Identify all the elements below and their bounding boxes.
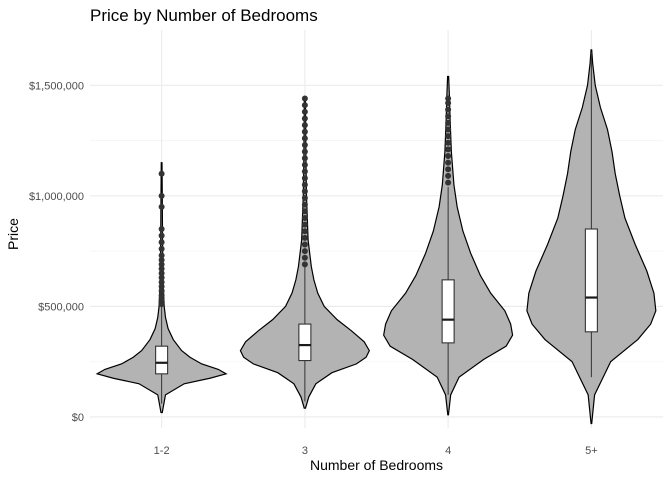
outlier-point [301, 108, 308, 115]
y-tick-label: $1,000,000 [29, 191, 84, 203]
outlier-point [301, 181, 308, 188]
box-4 [441, 279, 455, 344]
outlier-point [445, 139, 452, 146]
outlier-point [301, 208, 308, 215]
outlier-point [445, 106, 452, 113]
outlier-point [445, 179, 452, 186]
y-tick-label: $0 [72, 412, 84, 424]
outlier-point [445, 126, 452, 133]
outlier-point [301, 135, 308, 142]
outlier-point [158, 252, 165, 259]
outlier-point [445, 153, 452, 160]
outlier-point [301, 234, 308, 241]
x-tick-label: 4 [445, 445, 451, 457]
x-axis-title: Number of Bedrooms [310, 457, 443, 473]
outlier-point [158, 301, 165, 308]
outlier-point [301, 195, 308, 202]
outlier-point [445, 159, 452, 166]
y-tick-labels: $0 $500,000 $1,000,000 $1,500,000 [29, 80, 84, 424]
outlier-point [301, 102, 308, 109]
outlier-point [301, 115, 308, 122]
x-tick-label: 5+ [585, 445, 598, 457]
outlier-point [158, 296, 165, 303]
outlier-point [445, 113, 452, 120]
chart-title: Price by Number of Bedrooms [90, 6, 318, 25]
outlier-point [301, 188, 308, 195]
outlier-point [301, 161, 308, 168]
outlier-point [445, 133, 452, 140]
outlier-point [445, 146, 452, 153]
outlier-point [301, 95, 308, 102]
x-tick-labels: 1-2 3 4 5+ [154, 445, 598, 457]
outlier-point [158, 279, 165, 286]
outlier-point [445, 95, 452, 102]
outlier-point [301, 155, 308, 162]
outlier-point [158, 265, 165, 272]
y-tick-label: $1,500,000 [29, 80, 84, 92]
outlier-point [301, 128, 308, 135]
outlier-point [158, 203, 165, 210]
violins-layer [95, 49, 657, 425]
outlier-point [158, 245, 165, 252]
x-tick-label: 3 [302, 445, 308, 457]
outlier-point [445, 172, 452, 179]
outlier-point [445, 166, 452, 173]
outlier-point [301, 228, 308, 235]
outlier-point [301, 254, 308, 261]
outlier-point [301, 122, 308, 129]
box-1-2 [155, 345, 169, 375]
outlier-point [445, 119, 452, 126]
outlier-point [158, 292, 165, 299]
outlier-point [301, 175, 308, 182]
outlier-point [158, 232, 165, 239]
outlier-point [445, 99, 452, 106]
outlier-point [301, 241, 308, 248]
outlier-point [301, 214, 308, 221]
y-tick-label: $500,000 [38, 301, 84, 313]
outlier-point [158, 274, 165, 281]
outlier-point [158, 170, 165, 177]
outlier-point [301, 201, 308, 208]
outlier-point [158, 256, 165, 263]
outlier-point [301, 248, 308, 255]
box-3 [298, 323, 312, 362]
outlier-point [158, 287, 165, 294]
outlier-point [301, 221, 308, 228]
outlier-point [301, 141, 308, 148]
y-axis-title: Price [5, 218, 21, 250]
outlier-point [301, 168, 308, 175]
box-5+ [584, 228, 598, 333]
outlier-point [158, 226, 165, 232]
outlier-point [301, 261, 308, 268]
outlier-point [158, 192, 165, 199]
outlier-point [158, 270, 165, 277]
outlier-point [158, 283, 165, 290]
outlier-point [158, 261, 165, 268]
x-tick-label: 1-2 [154, 445, 170, 457]
outlier-point [301, 148, 308, 155]
outlier-point [158, 239, 165, 246]
